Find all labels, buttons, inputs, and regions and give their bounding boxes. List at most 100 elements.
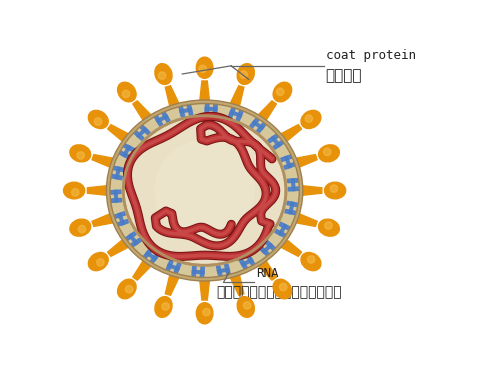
Polygon shape [110, 190, 121, 194]
Polygon shape [213, 104, 218, 115]
Polygon shape [146, 251, 157, 260]
Ellipse shape [308, 256, 315, 263]
Polygon shape [216, 266, 222, 277]
Ellipse shape [324, 182, 345, 199]
Polygon shape [166, 260, 173, 271]
Polygon shape [218, 268, 230, 273]
Polygon shape [279, 223, 290, 230]
Polygon shape [257, 259, 276, 280]
Polygon shape [118, 213, 125, 225]
Ellipse shape [196, 303, 213, 324]
Polygon shape [285, 209, 296, 215]
Polygon shape [280, 239, 301, 256]
Ellipse shape [162, 303, 170, 310]
Polygon shape [180, 108, 192, 113]
Ellipse shape [318, 219, 340, 236]
Polygon shape [257, 101, 276, 122]
Ellipse shape [318, 145, 340, 162]
Ellipse shape [124, 116, 286, 265]
Ellipse shape [77, 152, 84, 159]
Polygon shape [150, 253, 160, 263]
Polygon shape [122, 146, 131, 157]
Ellipse shape [118, 279, 136, 299]
Ellipse shape [240, 71, 248, 78]
Polygon shape [200, 267, 204, 278]
Polygon shape [228, 107, 235, 118]
Polygon shape [134, 131, 144, 140]
Polygon shape [266, 241, 276, 250]
Ellipse shape [122, 90, 130, 98]
Ellipse shape [94, 118, 102, 125]
Ellipse shape [325, 222, 332, 229]
Polygon shape [268, 134, 278, 142]
Polygon shape [200, 81, 209, 102]
Polygon shape [200, 279, 209, 300]
Polygon shape [117, 219, 128, 226]
Polygon shape [111, 174, 122, 180]
Polygon shape [301, 186, 322, 195]
Polygon shape [288, 179, 298, 182]
Ellipse shape [324, 148, 331, 155]
Polygon shape [166, 274, 179, 295]
Polygon shape [246, 255, 255, 266]
Polygon shape [250, 118, 260, 128]
Text: 蛋白外壳: 蛋白外壳 [326, 68, 362, 83]
Polygon shape [288, 202, 294, 214]
Polygon shape [114, 212, 126, 218]
Ellipse shape [273, 82, 291, 102]
Polygon shape [162, 112, 170, 122]
Ellipse shape [118, 82, 136, 102]
Polygon shape [130, 239, 141, 247]
Polygon shape [271, 136, 280, 147]
Polygon shape [174, 263, 181, 274]
Text: RNA: RNA [256, 267, 278, 280]
Polygon shape [133, 101, 152, 122]
Ellipse shape [199, 65, 206, 72]
Ellipse shape [237, 64, 254, 84]
Polygon shape [262, 243, 272, 253]
Ellipse shape [70, 219, 90, 236]
Polygon shape [294, 155, 317, 168]
Polygon shape [256, 122, 266, 133]
Polygon shape [241, 259, 253, 266]
Polygon shape [292, 179, 295, 191]
Polygon shape [168, 264, 179, 270]
Polygon shape [230, 86, 244, 107]
Ellipse shape [88, 110, 108, 128]
Ellipse shape [301, 253, 321, 271]
Polygon shape [128, 234, 138, 245]
Polygon shape [187, 104, 193, 115]
Ellipse shape [158, 72, 166, 79]
Polygon shape [179, 106, 184, 117]
Polygon shape [278, 224, 287, 235]
Ellipse shape [273, 279, 291, 299]
Polygon shape [114, 190, 118, 202]
Polygon shape [140, 125, 150, 134]
Ellipse shape [330, 185, 338, 192]
Ellipse shape [237, 297, 254, 317]
Polygon shape [273, 141, 284, 149]
Polygon shape [136, 128, 147, 138]
Polygon shape [294, 213, 317, 226]
Polygon shape [280, 155, 292, 162]
Ellipse shape [155, 297, 172, 317]
Text: coat protein: coat protein [326, 49, 416, 62]
Polygon shape [88, 186, 108, 195]
Ellipse shape [244, 302, 251, 309]
Polygon shape [284, 163, 295, 169]
Polygon shape [92, 155, 114, 168]
Polygon shape [230, 111, 242, 117]
Polygon shape [230, 274, 244, 295]
Ellipse shape [305, 115, 312, 122]
Polygon shape [133, 259, 152, 280]
Polygon shape [192, 270, 204, 274]
Polygon shape [224, 264, 230, 275]
Polygon shape [156, 115, 168, 122]
Polygon shape [126, 232, 136, 240]
Polygon shape [192, 266, 196, 277]
Ellipse shape [108, 102, 301, 279]
Polygon shape [123, 144, 134, 152]
Polygon shape [284, 156, 292, 168]
Polygon shape [236, 110, 244, 121]
Polygon shape [252, 121, 264, 130]
